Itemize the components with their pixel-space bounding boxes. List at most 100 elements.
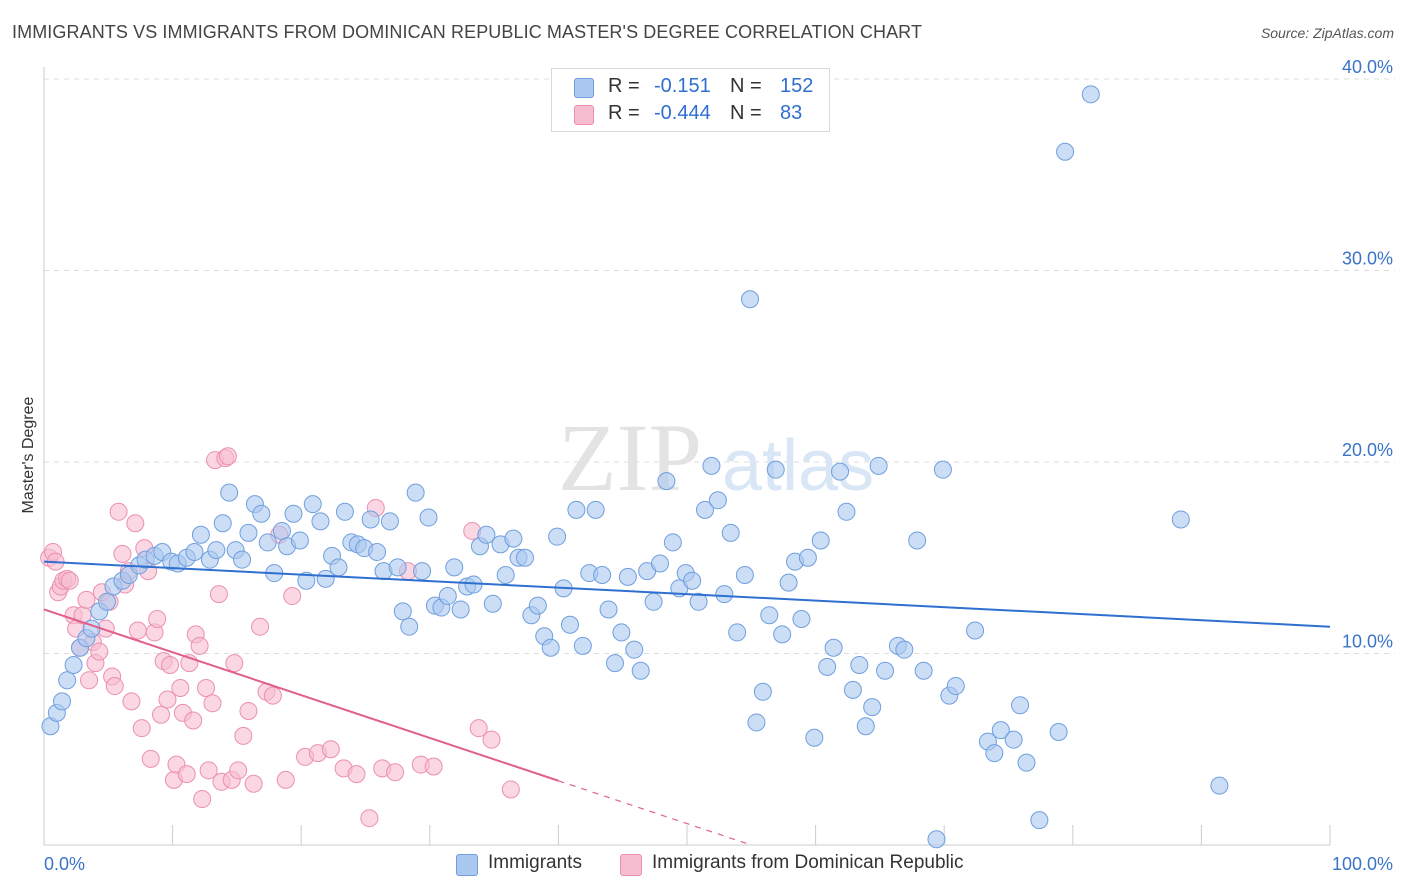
immigrants-point [496, 565, 515, 584]
immigrants-point [927, 830, 946, 849]
immigrants-point [798, 548, 817, 567]
immigrants-point [419, 508, 438, 527]
immigrants-point [207, 541, 226, 560]
immigrants-point [573, 636, 592, 655]
immigrants-point [567, 500, 586, 519]
immigrants-point [818, 657, 837, 676]
dominican-point [193, 790, 212, 809]
legend-swatch-pink [574, 105, 594, 125]
legend-swatch-blue [574, 78, 594, 98]
immigrants-point [721, 523, 740, 542]
immigrants-point [233, 550, 252, 569]
immigrants-point [191, 525, 210, 544]
immigrants-point [400, 617, 419, 636]
immigrants-point [1011, 696, 1030, 715]
immigrants-point [773, 625, 792, 644]
dominican-point [386, 763, 405, 782]
immigrants-point [644, 592, 663, 611]
bottom-legend-label: Immigrants [488, 852, 582, 873]
immigrants-point [735, 565, 754, 584]
immigrants-point [361, 510, 380, 529]
dominican-point [141, 749, 160, 768]
legend-n-value: 83 [780, 102, 803, 124]
immigrants-point [393, 602, 412, 621]
dominican-point [190, 636, 209, 655]
chart-title: IMMIGRANTS VS IMMIGRANTS FROM DOMINICAN … [12, 22, 923, 42]
immigrants-point [696, 500, 715, 519]
dominican-point [251, 617, 270, 636]
dominican-point [197, 678, 216, 697]
immigrants-point [1030, 811, 1049, 830]
immigrants-point [991, 721, 1010, 740]
dominican-point [77, 590, 96, 609]
immigrants-point [311, 512, 330, 531]
dominican-point [109, 502, 128, 521]
dominican-point [482, 730, 501, 749]
source-label: Source: ZipAtlas.com [1260, 25, 1394, 41]
dominican-point [148, 610, 167, 629]
dominican-point [347, 765, 366, 784]
immigrants-point [528, 596, 547, 615]
immigrants-point [863, 698, 882, 717]
dominican-point [184, 711, 203, 730]
dominican-point [276, 770, 295, 789]
immigrants-point [1081, 85, 1100, 104]
dominican-point [161, 655, 180, 674]
legend-n-label: N = [730, 102, 762, 124]
immigrants-point [805, 728, 824, 747]
immigrants-point [380, 512, 399, 531]
immigrants-point [792, 610, 811, 629]
dominican-point [171, 678, 190, 697]
immigrants-point [747, 713, 766, 732]
trend-lines [43, 560, 1331, 846]
dominican-point [229, 761, 248, 780]
legend-n-value: 152 [780, 75, 814, 97]
immigrants-point [220, 483, 239, 502]
legend-r-value: -0.151 [654, 75, 711, 97]
immigrants-point [831, 462, 850, 481]
immigrants-point [185, 543, 204, 562]
immigrants-point [239, 523, 258, 542]
immigrants-point [689, 592, 708, 611]
legend-r-label: R = [608, 102, 640, 124]
immigrants-point [213, 514, 232, 533]
immigrants-point [477, 525, 496, 544]
watermark: ZIP atlas [558, 404, 874, 511]
trend-line-1 [43, 608, 559, 782]
immigrants-point [1049, 723, 1068, 742]
dominican-point [122, 692, 141, 711]
immigrants-point [715, 585, 734, 604]
immigrants-point [760, 606, 779, 625]
y-tick-label: 10.0% [1342, 632, 1393, 652]
immigrants-point [908, 531, 927, 550]
immigrants-point [290, 531, 309, 550]
immigrants-point [985, 744, 1004, 763]
immigrants-point [876, 661, 895, 680]
immigrants-point [708, 491, 727, 510]
dominican-point [60, 571, 79, 590]
immigrants-point [946, 677, 965, 696]
bottom-legend-label: Immigrants from Dominican Republic [652, 852, 964, 873]
dominican-point [177, 765, 196, 784]
immigrants-point [451, 600, 470, 619]
immigrants-point [316, 569, 335, 588]
immigrants-point [297, 571, 316, 590]
immigrants-point [483, 594, 502, 613]
immigrants-point [272, 521, 291, 540]
bottom-legend-immigrants: Immigrants [456, 852, 606, 878]
y-tick-label: 40.0% [1342, 57, 1393, 77]
immigrants-point [766, 460, 785, 479]
immigrants-point [388, 558, 407, 577]
legend-r-label: R = [608, 75, 640, 97]
dominican-point [158, 690, 177, 709]
immigrants-point [329, 558, 348, 577]
immigrants-point [258, 533, 277, 552]
immigrants-point [64, 655, 83, 674]
trend-line-0 [43, 560, 1331, 628]
axes [43, 67, 1331, 846]
immigrants-point [728, 623, 747, 642]
immigrants-point [843, 680, 862, 699]
immigrants-point [284, 504, 303, 523]
immigrants-point [966, 621, 985, 640]
